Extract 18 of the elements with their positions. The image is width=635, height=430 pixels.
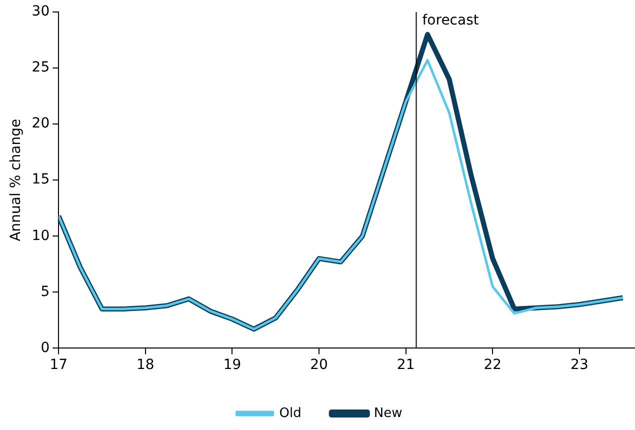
y-tick-label: 20 [32, 116, 50, 132]
y-tick-label: 5 [40, 284, 50, 300]
y-axis-title: Annual % change [8, 118, 24, 242]
y-tick-label: 25 [32, 60, 50, 76]
legend-label: Old [279, 406, 302, 421]
x-tick-label: 18 [136, 357, 154, 374]
y-tick-label: 10 [32, 228, 50, 244]
x-tick-label: 17 [50, 357, 68, 374]
x-tick-label: 21 [396, 357, 415, 374]
x-tick-label: 20 [310, 357, 328, 374]
x-tick-label: 23 [570, 357, 588, 374]
x-tick-label: 19 [223, 357, 242, 374]
y-tick-label: 15 [32, 172, 50, 188]
x-tick-label: 22 [484, 357, 502, 374]
legend-label: New [374, 406, 403, 421]
y-tick-label: 30 [32, 4, 50, 20]
ref-line-label: forecast [422, 12, 480, 29]
y-tick-label: 0 [40, 340, 50, 356]
